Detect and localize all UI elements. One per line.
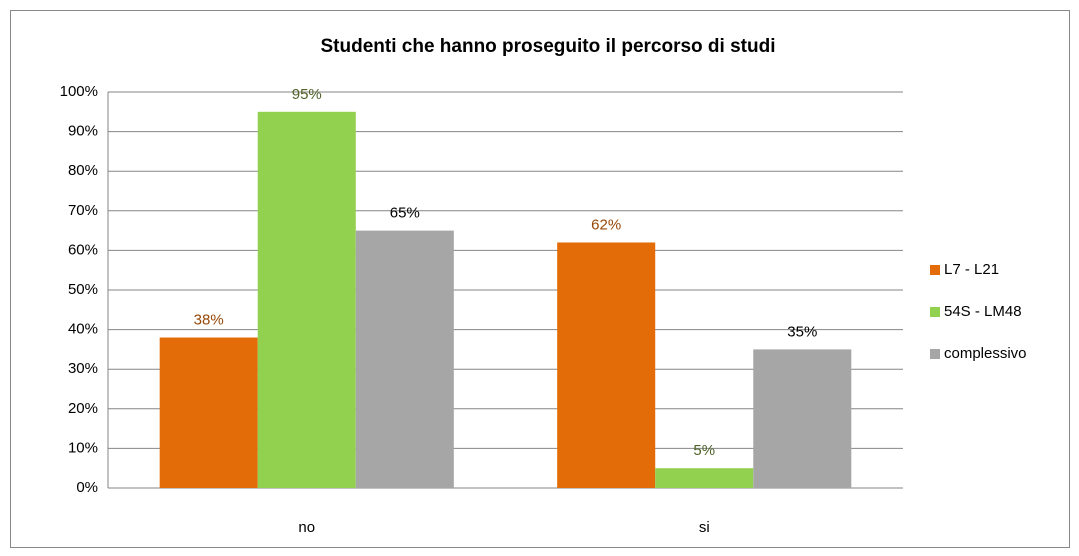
y-tick-label: 70% <box>68 202 98 219</box>
bar <box>355 230 454 488</box>
y-tick-label: 10% <box>68 439 98 456</box>
legend-label: L7 - L21 <box>944 261 999 278</box>
bar <box>753 349 852 488</box>
data-label: 62% <box>591 216 621 233</box>
bar <box>159 337 258 488</box>
data-label: 65% <box>390 205 420 222</box>
y-tick-label: 60% <box>68 241 98 258</box>
legend-swatch <box>930 307 940 317</box>
y-tick-label: 0% <box>76 479 98 496</box>
y-tick-label: 20% <box>68 400 98 417</box>
x-tick-label: si <box>699 519 710 536</box>
bar <box>557 242 656 488</box>
legend-swatch <box>930 349 940 359</box>
bar <box>655 468 754 488</box>
y-tick-label: 40% <box>68 321 98 338</box>
y-tick-label: 80% <box>68 162 98 179</box>
y-tick-label: 30% <box>68 360 98 377</box>
data-label: 5% <box>693 442 715 459</box>
data-label: 35% <box>787 323 817 340</box>
legend-swatch <box>930 265 940 275</box>
y-tick-label: 50% <box>68 281 98 298</box>
data-label: 38% <box>194 311 224 328</box>
y-tick-label: 100% <box>60 83 98 100</box>
y-tick-label: 90% <box>68 123 98 140</box>
data-label: 95% <box>292 86 322 103</box>
bar <box>257 111 356 489</box>
legend-label: 54S - LM48 <box>944 303 1022 320</box>
chart-title: Studenti che hanno proseguito il percors… <box>321 36 776 57</box>
x-tick-label: no <box>298 519 315 536</box>
legend-label: complessivo <box>944 345 1027 362</box>
